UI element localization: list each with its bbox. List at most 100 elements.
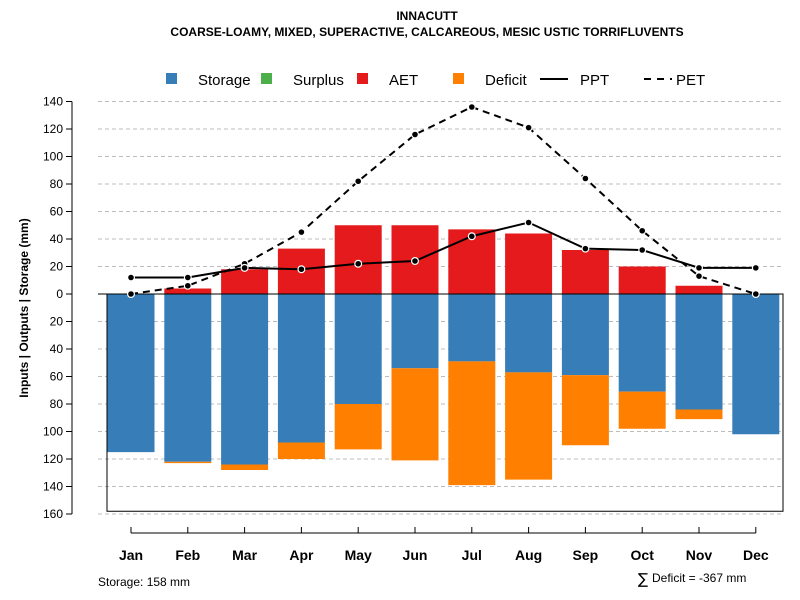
x-tick-label: Feb	[175, 547, 200, 563]
y-tick-label: 60	[50, 205, 64, 219]
x-axis: Jan Feb Mar Apr May Jun Jul Aug Sep Oct Nov Dec	[119, 527, 769, 563]
storage-bar	[561, 294, 609, 376]
y-tick-label: 40	[50, 342, 64, 356]
deficit-legend-label: Deficit	[485, 72, 528, 89]
storage-bar	[675, 294, 723, 410]
ppt-point	[638, 246, 647, 255]
y-axis-label: Inputs | Outputs | Storage (mm)	[17, 218, 31, 397]
aet-bar	[164, 288, 212, 294]
y-tick-label: 40	[50, 232, 64, 246]
sum-symbol-icon: ∑	[638, 570, 648, 588]
y-tick-label: 80	[50, 177, 64, 191]
deficit-footnote: Deficit = -367 mm	[652, 571, 746, 585]
y-tick-label: 140	[43, 95, 63, 109]
y-axis: 140 120 100 80 60 40 20 0 20 40 60 80 100 120 140 160	[43, 95, 73, 521]
storage-bar	[618, 294, 666, 392]
deficit-bar	[221, 464, 269, 470]
pet-point	[751, 290, 760, 299]
pet-point	[638, 226, 647, 235]
aet-bar	[561, 250, 609, 294]
pet-point	[126, 290, 135, 299]
y-tick-label: 100	[43, 425, 63, 439]
ppt-point	[467, 232, 476, 241]
pet-point	[581, 174, 590, 183]
bars	[98, 225, 784, 512]
ppt-point	[751, 263, 760, 272]
storage-legend-label: Storage	[198, 72, 251, 89]
storage-legend-swatch	[166, 73, 177, 84]
pet-point	[694, 272, 703, 281]
pet-point	[467, 102, 476, 111]
y-tick-label: 0	[56, 287, 63, 301]
deficit-legend-swatch	[453, 73, 464, 84]
y-tick-label: 60	[50, 370, 64, 384]
x-tick-label: Nov	[686, 547, 713, 563]
deficit-bar	[164, 461, 212, 464]
y-tick-label: 140	[43, 480, 63, 494]
storage-footnote: Storage: 158 mm	[98, 575, 190, 589]
deficit-bar	[448, 361, 496, 486]
storage-bar	[164, 294, 212, 462]
deficit-bar	[675, 409, 723, 420]
y-tick-label: 120	[43, 452, 63, 466]
y-tick-label: 80	[50, 397, 64, 411]
pet-point	[354, 177, 363, 186]
ppt-point	[297, 265, 306, 274]
storage-bar	[505, 294, 553, 373]
x-tick-label: Dec	[743, 547, 769, 563]
ppt-point	[183, 273, 192, 282]
y-tick-label: 20	[50, 315, 64, 329]
pet-point	[297, 228, 306, 237]
storage-bar	[391, 294, 439, 369]
x-tick-label: Apr	[289, 547, 314, 563]
pet-point	[183, 281, 192, 290]
storage-bar	[334, 294, 382, 404]
aet-bar	[334, 225, 382, 294]
y-tick-label: 20	[50, 260, 64, 274]
deficit-bar	[618, 391, 666, 429]
ppt-line	[131, 221, 756, 279]
x-tick-label: May	[345, 547, 372, 563]
ppt-point	[524, 218, 533, 227]
deficit-bar	[334, 404, 382, 450]
ppt-point	[126, 273, 135, 282]
x-tick-label: Jan	[119, 547, 143, 563]
aet-bar	[675, 285, 723, 294]
pet-point	[411, 130, 420, 139]
storage-bar	[448, 294, 496, 362]
aet-bar	[221, 269, 269, 294]
legend: Storage Surplus AET Deficit PPT PET	[166, 72, 705, 89]
y-tick-label: 160	[43, 507, 63, 521]
ppt-point	[240, 263, 249, 272]
y-tick-label: 100	[43, 150, 63, 164]
y-tick-label: 120	[43, 122, 63, 136]
storage-bar	[221, 294, 269, 465]
surplus-legend-swatch	[261, 73, 272, 84]
x-tick-label: Sep	[573, 547, 599, 563]
ppt-point	[694, 263, 703, 272]
x-tick-label: Aug	[515, 547, 542, 563]
deficit-bar	[391, 368, 439, 461]
x-tick-label: Jul	[462, 547, 482, 563]
deficit-bar	[277, 442, 325, 459]
aet-bar	[505, 233, 553, 294]
x-tick-label: Jun	[403, 547, 428, 563]
chart-title: INNACUTT	[396, 9, 458, 23]
pet-point	[524, 123, 533, 132]
surplus-legend-label: Surplus	[293, 72, 344, 89]
pet-legend-label: PET	[676, 72, 705, 89]
storage-bar	[732, 294, 780, 435]
ppt-point	[581, 244, 590, 253]
aet-legend-label: AET	[389, 72, 418, 89]
lines	[126, 102, 760, 299]
ppt-point	[354, 259, 363, 268]
storage-bar	[277, 294, 325, 443]
ppt-legend-label: PPT	[580, 72, 609, 89]
x-tick-label: Oct	[631, 547, 655, 563]
pet-line	[130, 105, 757, 295]
grid-lines	[98, 101, 783, 515]
aet-legend-swatch	[357, 73, 368, 84]
aet-bar	[618, 266, 666, 294]
deficit-bar	[505, 372, 553, 480]
